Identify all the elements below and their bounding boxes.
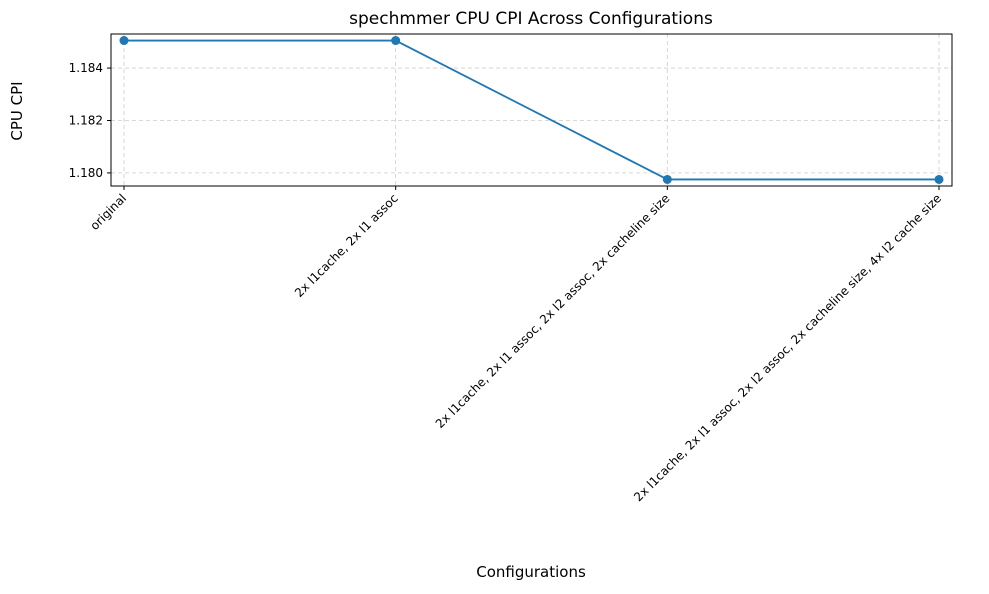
series-line (124, 39, 939, 181)
y-tick-label: 1.182 (69, 113, 103, 127)
ticks-layer: 1.180 1.182 1.184 original 2x l1cache, 2x l1… (69, 61, 944, 504)
x-axis-label: Configurations (476, 563, 586, 581)
data-point (119, 36, 129, 46)
y-axis-label: CPU CPI (8, 81, 26, 140)
y-tick-label: 1.180 (69, 166, 103, 180)
grid-layer (111, 34, 952, 186)
data-point (934, 174, 944, 184)
chart-title: spechmmer CPU CPI Across Configurations (349, 9, 713, 29)
x-tick-label: original (88, 191, 130, 233)
x-tick-label: 2x l1cache, 2x l1 assoc (292, 191, 401, 300)
series-layer (119, 36, 944, 184)
plot-frame (110, 33, 953, 187)
axes-layer (110, 33, 953, 187)
x-tick-label: 2x l1cache, 2x l1 assoc, 2x l2 assoc, 2x… (631, 191, 944, 504)
x-tick-label: 2x l1cache, 2x l1 assoc, 2x l2 assoc, 2x… (433, 191, 673, 431)
y-tick-label: 1.184 (69, 61, 103, 75)
data-point (662, 174, 672, 184)
data-point (391, 36, 401, 46)
